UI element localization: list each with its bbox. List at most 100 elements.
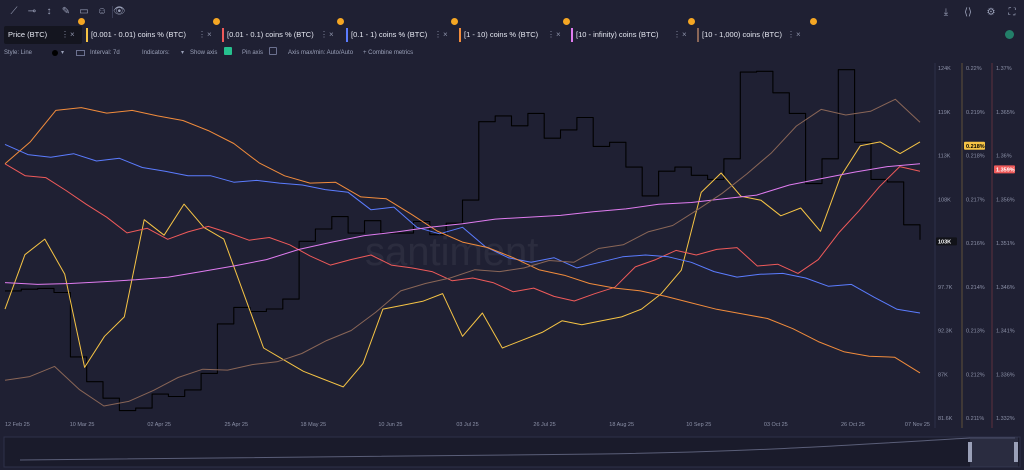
tab-1-10[interactable]: [1 - 10) coins % (BTC) ⋮ × [459,18,570,44]
axis-minmax-select[interactable]: Axis max/min: Auto/Auto [288,50,354,56]
download-icon[interactable]: ⤓ [943,7,949,18]
fullscreen-icon[interactable]: ⛶ [1008,7,1016,18]
pin-axis-label: Pin axis [242,50,264,56]
x-tick-label: 03 Oct 25 [764,422,788,428]
drawing-toolbar: ⟋ ⊸ ↕ ✎ ▭ ☺ 👁 ⤓ ⟨⟩ ⚙ ⛶ [0,0,1024,24]
gear-icon[interactable]: ⚙ [986,7,996,18]
minimap-line [19,437,1015,461]
series-color-bar [459,28,461,42]
close-icon[interactable]: × [682,30,687,39]
y-tick-label: 113K [938,154,951,160]
horizontal-line-icon[interactable]: ⊸ [27,6,37,17]
y-tick-label: 92.3K [938,329,953,335]
metric-tabs: Price (BTC) ⋮ × [0.001 - 0.01) coins % (… [0,18,820,44]
emoji-icon[interactable]: ☺ [96,6,108,17]
chevron-down-icon[interactable]: ▾ [61,50,65,56]
tab-10-1000[interactable]: [10 - 1,000) coins (BTC) ⋮ × [697,18,819,44]
y-tick-label: 1.356% [996,197,1015,203]
close-icon[interactable]: × [443,30,448,39]
alert-badge-icon [78,18,85,25]
vertical-line-icon[interactable]: ↕ [46,6,52,17]
chart-area[interactable]: santiment 124K 119K 113K 108K 103K 97.7K 92.3K… [0,60,1024,470]
close-icon[interactable]: × [207,30,212,39]
more-icon[interactable]: ⋮ [787,30,795,39]
y-tick-label: 1.336% [996,372,1015,378]
y-tick-label: 108K [938,197,951,203]
series-line [4,98,921,407]
series-color-bar [222,28,224,42]
code-icon[interactable]: ⟨⟩ [964,7,972,18]
y-tick-label: 0.212% [966,372,985,378]
eye-icon[interactable]: 👁 [112,6,126,18]
current-value-label: 0.218% [966,144,985,150]
x-tick-label: 10 Jun 25 [378,422,402,428]
status-indicator [1005,30,1014,39]
more-icon[interactable]: ⋮ [61,30,69,39]
y-tick-label: 124K [938,66,951,72]
tab-label: [10 - 1,000) coins (BTC) [702,30,783,39]
pin-axis-checkbox[interactable] [269,47,277,55]
x-tick-label: 26 Jul 25 [533,422,555,428]
y-tick-label: 0.216% [966,241,985,247]
y-tick-label: 0.217% [966,197,985,203]
series-color-bar [697,28,699,42]
x-tick-label: 07 Nov 25 [905,422,930,428]
chevron-down-icon[interactable]: ▾ [181,50,185,56]
brush-icon[interactable]: ✎ [61,6,71,17]
trend-line-icon[interactable]: ⟋ [10,6,18,17]
tab-label: [0.01 - 0.1) coins % (BTC) [227,30,314,39]
watermark: santiment [365,230,538,274]
current-value-badge [936,237,957,246]
y-tick-label: 0.211% [966,416,984,422]
close-icon[interactable]: × [796,30,801,39]
note-icon[interactable]: ▭ [79,6,89,17]
y-tick-label: 0.218% [966,154,985,160]
tab-price[interactable]: Price (BTC) ⋮ × [4,18,85,44]
tab-label: [10 - infinity) coins (BTC) [576,30,659,39]
y-tick-label: 1.37% [996,66,1012,72]
minimap-handle-left [968,442,972,462]
more-icon[interactable]: ⋮ [547,30,555,39]
alert-badge-icon [688,18,695,25]
series-color-bar [86,28,88,42]
interval-select[interactable]: Interval: 7d [90,50,120,56]
alert-badge-icon [451,18,458,25]
tab-001-01[interactable]: [0.01 - 0.1) coins % (BTC) ⋮ × [222,18,344,44]
y-tick-label: 0.214% [966,285,985,291]
alert-badge-icon [810,18,817,25]
style-select[interactable]: Style: Line [4,50,33,56]
more-icon[interactable]: ⋮ [434,30,442,39]
tab-label: [0.1 - 1) coins % (BTC) [351,30,428,39]
tab-label: [0.001 - 0.01) coins % (BTC) [91,30,187,39]
y-tick-label: 1.36% [996,154,1012,160]
x-tick-label: 18 May 25 [300,422,326,428]
show-axis-checkbox[interactable] [224,47,232,55]
alert-badge-icon [563,18,570,25]
x-tick-label: 10 Sep 25 [686,422,711,428]
minimap-handle-right [1014,442,1018,462]
y-tick-label: 0.22% [966,66,982,72]
more-icon[interactable]: ⋮ [198,30,206,39]
tab-10-infinity[interactable]: [10 - infinity) coins (BTC) ⋮ × [571,18,695,44]
color-swatch[interactable] [52,50,58,56]
series-line [5,69,921,412]
tab-0001-001[interactable]: [0.001 - 0.01) coins % (BTC) ⋮ × [86,18,220,44]
close-icon[interactable]: × [556,30,561,39]
series-line [4,163,921,302]
tab-01-1[interactable]: [0.1 - 1) coins % (BTC) ⋮ × [346,18,458,44]
close-icon[interactable]: × [70,30,75,39]
current-value-label: 1.359% [996,167,1015,173]
x-tick-label: 02 Apr 25 [147,422,171,428]
more-icon[interactable]: ⋮ [673,30,681,39]
y-tick-label: 0.213% [966,329,985,335]
y-tick-label: 119K [938,110,951,116]
x-tick-label: 10 Mar 25 [70,422,95,428]
x-tick-label: 12 Feb 25 [5,422,30,428]
combine-metrics-button[interactable]: + Combine metrics [363,50,414,56]
more-icon[interactable]: ⋮ [320,30,328,39]
settings-row: Style: Line ▾ Interval: 7d Indicators: ▾… [0,47,480,59]
current-value-badge [964,141,985,150]
indicators-select[interactable]: Indicators: [142,50,170,56]
y-tick-label: 1.341% [996,329,1015,335]
close-icon[interactable]: × [329,30,334,39]
